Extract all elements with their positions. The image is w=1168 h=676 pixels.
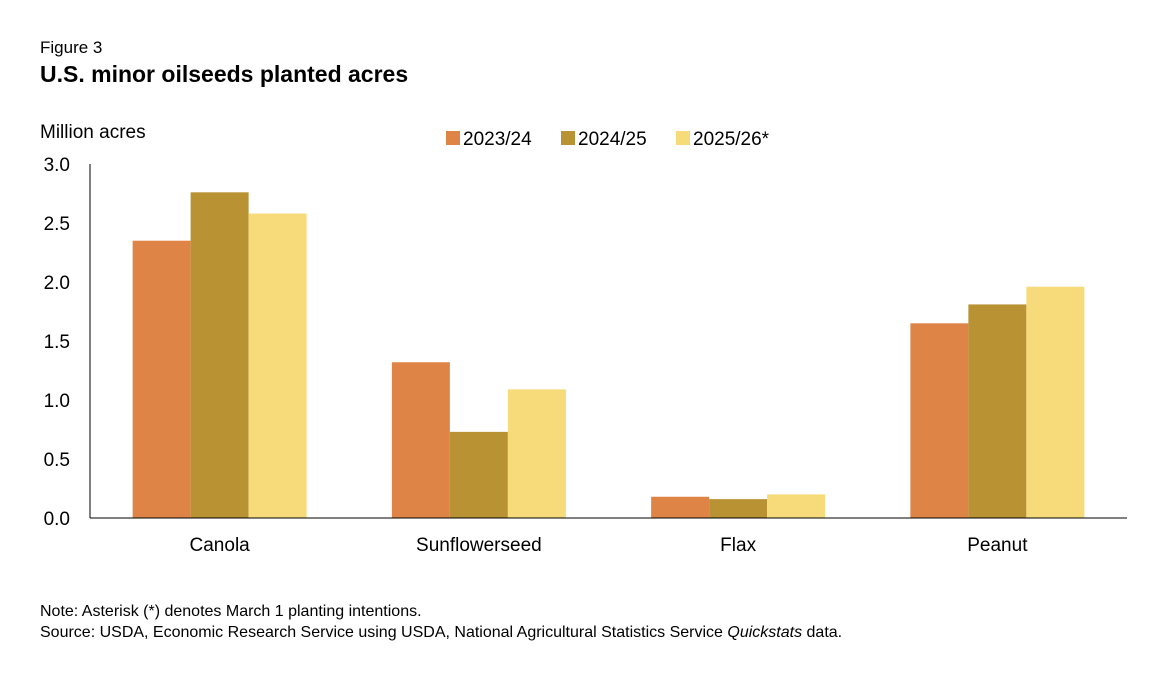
legend-swatch xyxy=(446,131,460,145)
bar-canola-202324 xyxy=(132,240,191,518)
y-tick-label: 2.5 xyxy=(44,214,70,235)
legend-label: 2025/26* xyxy=(693,129,770,150)
y-tick-label: 0.5 xyxy=(44,450,70,471)
y-axis-label: Million acres xyxy=(40,122,146,143)
y-tick-label: 1.0 xyxy=(44,391,70,412)
bar-flax-202526 xyxy=(767,494,826,518)
x-axis: Canola Sunflowerseed Flax Peanut xyxy=(190,535,1029,556)
legend-label: 2023/24 xyxy=(463,129,532,150)
x-category-label: Sunflowerseed xyxy=(416,535,542,556)
source-suffix: data. xyxy=(802,624,843,641)
bar-sunflowerseed-202425 xyxy=(449,431,508,518)
bar-sunflowerseed-202526 xyxy=(507,389,566,518)
bar-canola-202425 xyxy=(190,192,249,518)
bars xyxy=(132,192,1085,518)
y-tick-label: 1.5 xyxy=(44,332,70,353)
notes: Note: Asterisk (*) denotes March 1 plant… xyxy=(40,601,842,643)
bar-peanut-202425 xyxy=(968,304,1027,518)
bar-sunflowerseed-202324 xyxy=(391,362,450,518)
note-text: Note: Asterisk (*) denotes March 1 plant… xyxy=(40,603,422,620)
y-axis: 0.0 0.5 1.0 1.5 2.0 2.5 3.0 xyxy=(44,155,70,530)
x-category-label: Peanut xyxy=(967,535,1028,556)
x-category-label: Canola xyxy=(190,535,251,556)
bar-peanut-202526 xyxy=(1026,286,1085,518)
legend-swatch xyxy=(561,131,575,145)
bar-flax-202425 xyxy=(709,499,768,518)
source-italic: Quickstats xyxy=(727,624,803,641)
figure-label: Figure 3 xyxy=(40,38,103,57)
source-text: Source: USDA, Economic Research Service … xyxy=(40,622,842,643)
legend-label: 2024/25 xyxy=(578,129,647,150)
y-tick-label: 3.0 xyxy=(44,155,70,176)
bar-peanut-202324 xyxy=(910,323,969,518)
y-tick-label: 2.0 xyxy=(44,273,70,294)
y-tick-label: 0.0 xyxy=(44,509,70,530)
bar-chart: 2023/24 2024/25 2025/26* 0.0 0.5 1.0 1.5 2.0 2.… xyxy=(44,129,1127,556)
chart-title: U.S. minor oilseeds planted acres xyxy=(40,61,409,87)
legend-swatch xyxy=(676,131,690,145)
x-category-label: Flax xyxy=(720,535,756,556)
bar-flax-202324 xyxy=(651,496,710,518)
legend: 2023/24 2024/25 2025/26* xyxy=(446,129,770,150)
bar-canola-202526 xyxy=(248,213,307,518)
source-prefix: Source: USDA, Economic Research Service … xyxy=(40,624,728,641)
